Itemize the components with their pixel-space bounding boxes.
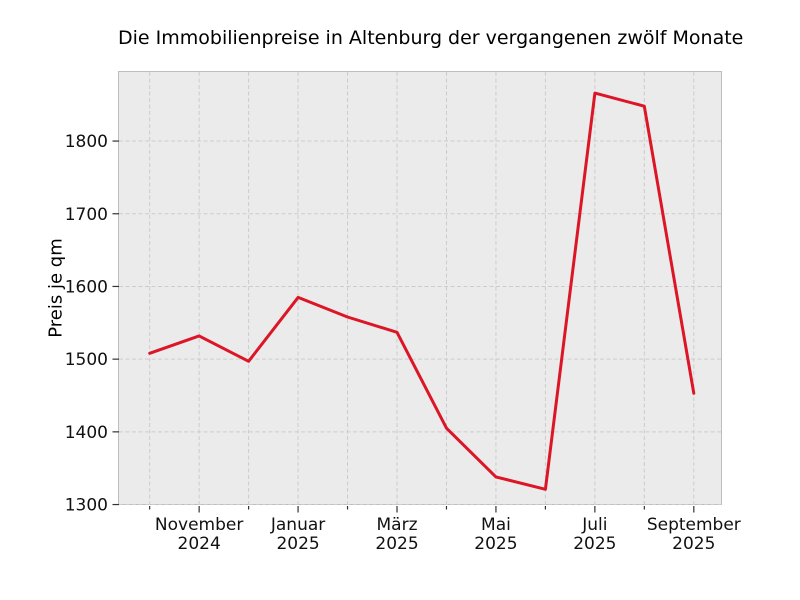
x-tick-label-year: 2025 bbox=[672, 534, 715, 554]
x-tick-label: Juli bbox=[581, 515, 607, 535]
x-tick-label: März bbox=[377, 515, 418, 535]
x-tick-label-year: 2024 bbox=[178, 534, 221, 554]
x-tick-label: Mai bbox=[481, 515, 511, 535]
y-tick-label: 1300 bbox=[65, 496, 108, 516]
plot-area: 1300 1400 1500 1600 1700 1800 November 2024 Janu… bbox=[65, 71, 741, 554]
x-tick-label: Januar bbox=[270, 515, 325, 535]
y-tick-label: 1800 bbox=[65, 132, 108, 152]
y-tick-label: 1600 bbox=[65, 277, 108, 297]
y-axis-label: Preis je qm bbox=[45, 238, 67, 338]
x-tick-label-year: 2025 bbox=[276, 534, 319, 554]
x-tick-label-year: 2025 bbox=[375, 534, 418, 554]
y-tick-label: 1400 bbox=[65, 423, 108, 443]
chart-title: Die Immobilienpreise in Altenburg der ve… bbox=[118, 27, 744, 49]
x-tick-label: November bbox=[155, 515, 243, 535]
y-tick-label: 1500 bbox=[65, 350, 108, 370]
x-tick-label: September bbox=[647, 515, 741, 535]
y-tick-label: 1700 bbox=[65, 205, 108, 225]
x-tick-label-year: 2025 bbox=[474, 534, 517, 554]
price-line bbox=[148, 91, 696, 491]
x-tick-label-year: 2025 bbox=[573, 534, 616, 554]
